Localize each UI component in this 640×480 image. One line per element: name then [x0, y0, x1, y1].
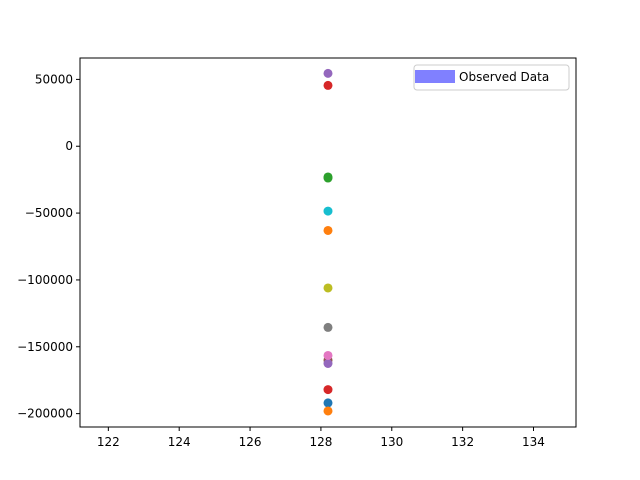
data-point-11: [323, 385, 333, 395]
y-tick-label-0: 50000: [35, 72, 73, 86]
data-point-5: [323, 225, 333, 235]
legend: Observed Data: [413, 64, 570, 91]
y-tick-label-4: −150000: [17, 340, 73, 354]
data-point-4: [323, 206, 333, 216]
legend-swatch-0: [415, 70, 455, 83]
x-tick-label-2: 126: [239, 435, 262, 449]
data-point-12: [323, 398, 333, 408]
y-tick-label-3: −100000: [17, 273, 73, 287]
data-point-3: [323, 173, 333, 183]
data-point-7: [323, 322, 333, 332]
x-tick-label-3: 128: [309, 435, 332, 449]
legend-label-0: Observed Data: [459, 70, 549, 84]
data-point-9: [323, 358, 333, 368]
data-point-0: [323, 68, 333, 78]
data-point-1: [323, 80, 333, 90]
x-tick-label-6: 134: [522, 435, 545, 449]
data-point-6: [323, 283, 333, 293]
plot-layer: [323, 68, 333, 416]
y-tick-label-1: 0: [65, 139, 73, 153]
y-tick-label-5: −200000: [17, 407, 73, 421]
x-tick-label-4: 130: [380, 435, 403, 449]
x-tick-label-5: 132: [451, 435, 474, 449]
x-tick-label-1: 124: [168, 435, 191, 449]
plot-frame: [79, 57, 577, 428]
axes-layer: 122 124 126 128 130 132 134 50000 0 −50000 −100000…: [17, 57, 577, 449]
data-point-13: [323, 406, 333, 416]
data-point-10: [323, 350, 333, 360]
y-tick-label-2: −50000: [25, 206, 73, 220]
x-tick-label-0: 122: [97, 435, 120, 449]
